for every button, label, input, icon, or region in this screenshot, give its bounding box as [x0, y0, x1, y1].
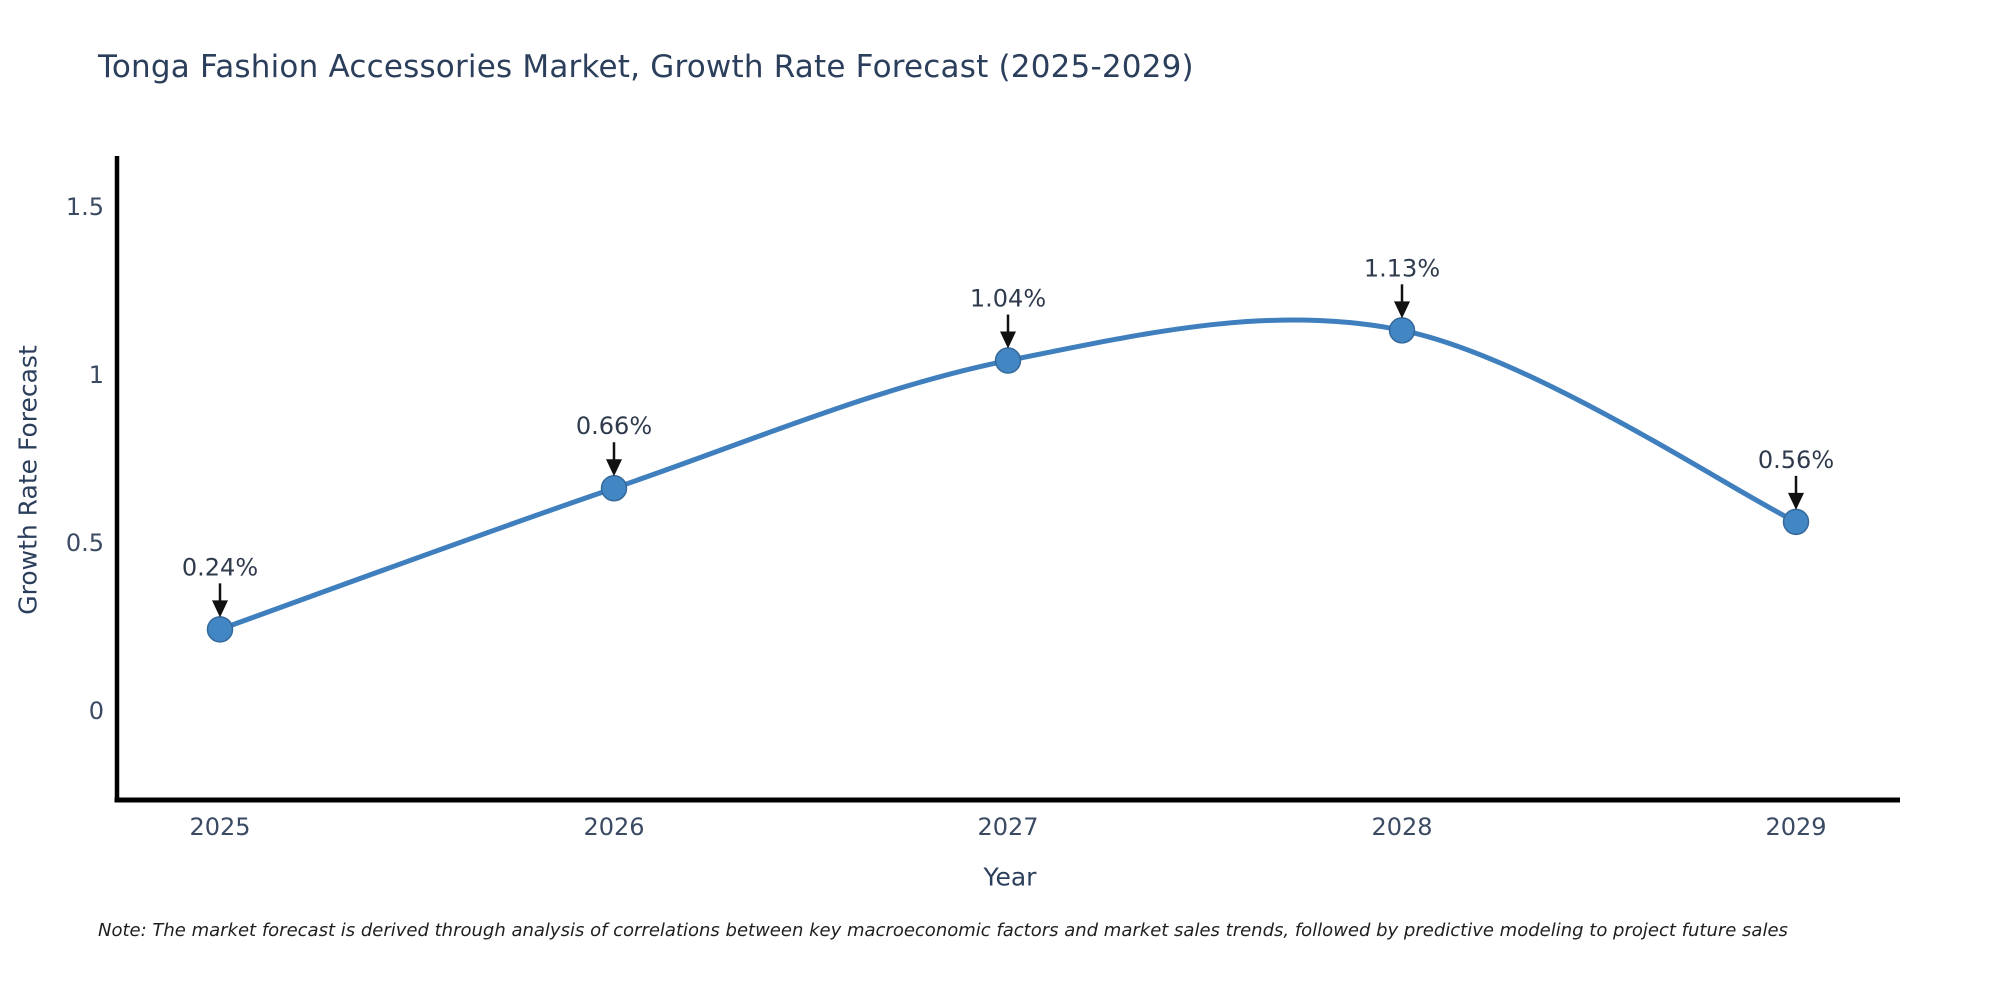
y-tick-label: 1.5: [66, 193, 104, 221]
data-point-marker-2027: [994, 347, 1022, 374]
annotation-arrow-head: [1788, 492, 1804, 510]
data-point-marker-2025: [206, 616, 234, 643]
point-value-label: 1.04%: [970, 285, 1046, 313]
footnote-text: Note: The market forecast is derived thr…: [98, 920, 1788, 941]
data-point-marker-2026: [600, 474, 628, 502]
y-tick-label: 1: [89, 361, 104, 389]
y-tick-label: 0: [89, 697, 104, 725]
x-tick-label: 2026: [583, 813, 644, 841]
x-axis-title: Year: [983, 862, 1037, 892]
point-value-label: 0.56%: [1758, 446, 1834, 474]
annotation-arrow-head: [1394, 301, 1410, 319]
x-tick-label: 2025: [189, 813, 250, 841]
annotation-arrow-head: [606, 459, 622, 477]
x-tick-label: 2027: [977, 813, 1038, 841]
data-point-marker-2029: [1782, 508, 1810, 536]
annotation-arrow-head: [212, 600, 228, 618]
x-tick-label: 2028: [1371, 813, 1432, 841]
point-value-label: 0.66%: [576, 412, 652, 440]
data-point-marker-2028: [1388, 317, 1416, 344]
y-tick-label: 0.5: [66, 529, 104, 557]
x-tick-label: 2029: [1765, 813, 1826, 841]
point-value-label: 0.24%: [182, 553, 258, 581]
chart-title: Tonga Fashion Accessories Market, Growth…: [98, 49, 1194, 85]
annotation-arrow-head: [1000, 331, 1016, 349]
point-value-label: 1.13%: [1364, 254, 1440, 282]
